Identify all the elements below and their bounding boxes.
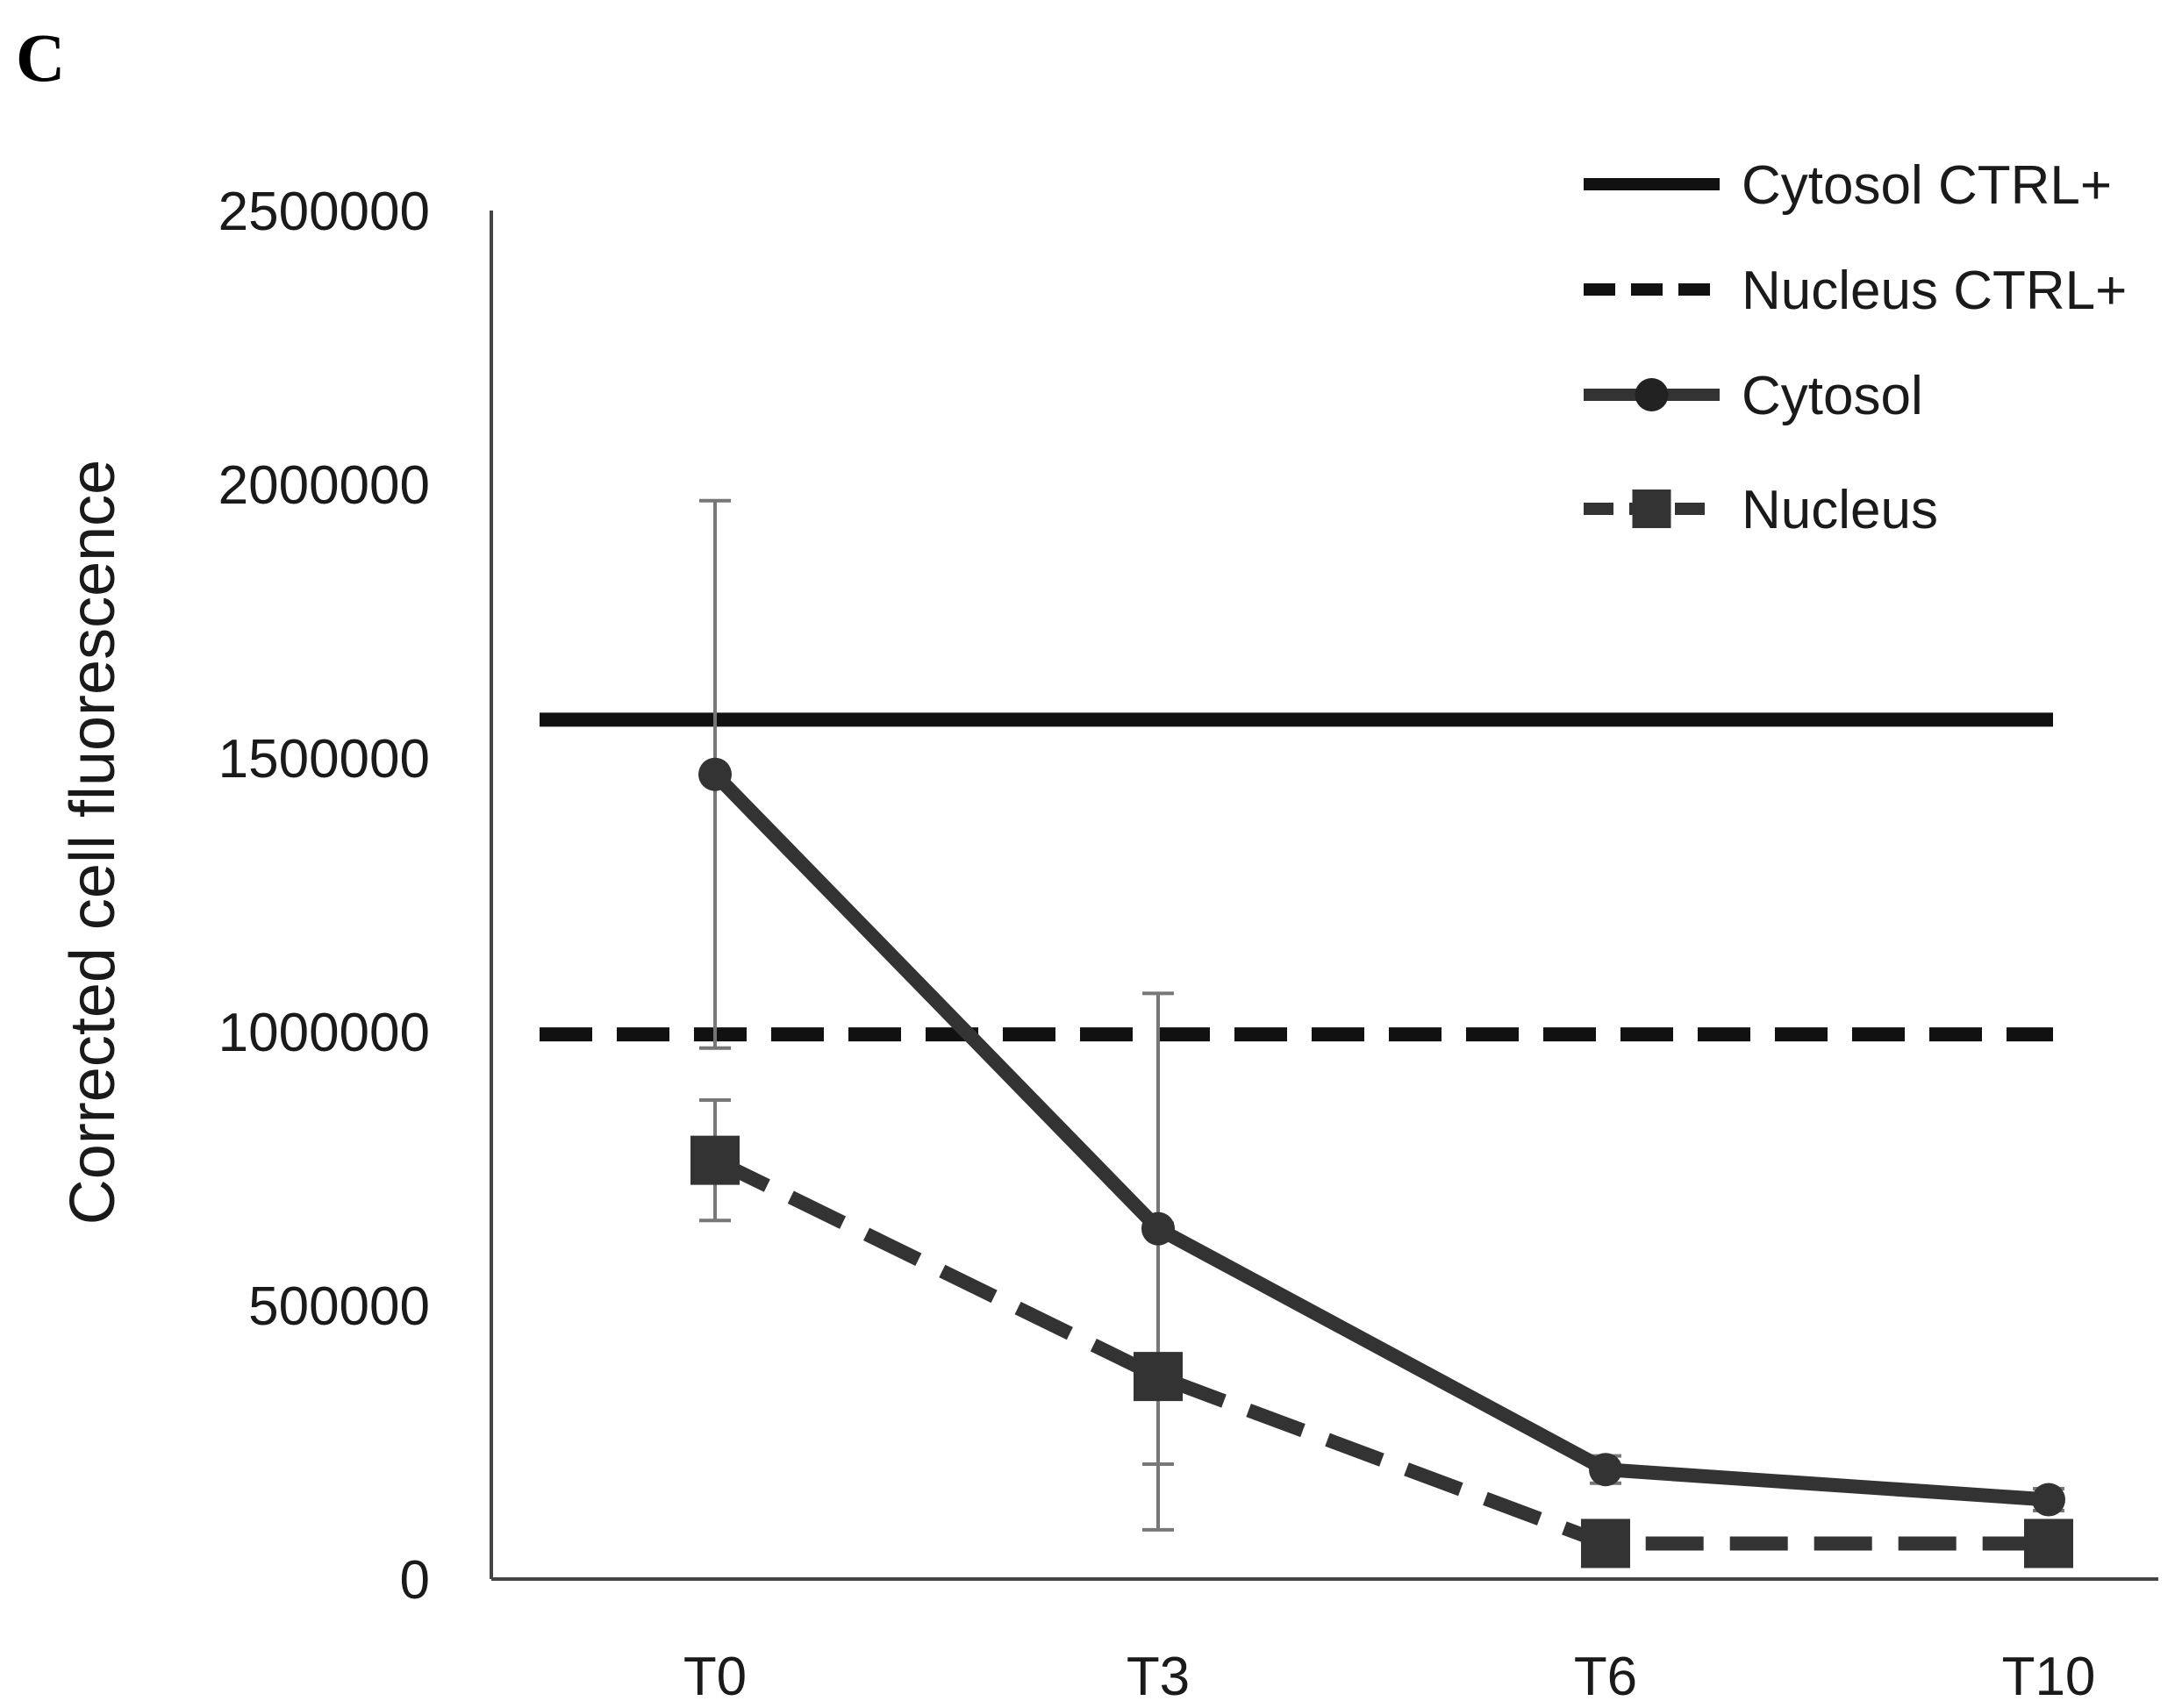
legend-label: Nucleus CTRL+ (1742, 261, 2127, 321)
legend-label: Nucleus (1742, 480, 1938, 540)
legend: Cytosol CTRL+ Nucleus CTRL+ Cytosol Nucleus (1584, 155, 2127, 540)
markers (690, 757, 2073, 1569)
y-tick-label: 0 (400, 1550, 430, 1611)
series-line-cytosol (710, 769, 2050, 1507)
legend-label: Cytosol (1742, 366, 1923, 426)
reference-lines (540, 712, 2053, 1042)
y-tick-label: 500000 (248, 1276, 430, 1337)
y-ticks: 0 500000 1000000 1500000 2000000 2500000 (218, 182, 430, 1611)
x-tick-label: T10 (2002, 1647, 2096, 1707)
axes (490, 211, 2158, 1581)
x-tick-label: T0 (683, 1647, 747, 1707)
data-point-cytosol (1589, 1453, 1622, 1487)
y-tick-label: 2500000 (218, 182, 430, 242)
data-point-nucleus (1581, 1519, 1630, 1569)
y-tick-label: 1000000 (218, 1003, 430, 1063)
x-tick-label: T3 (1127, 1647, 1190, 1707)
y-axis-title: Corrected cell fluorescence (58, 460, 128, 1225)
legend-label: Cytosol CTRL+ (1742, 155, 2112, 216)
y-tick-label: 1500000 (218, 729, 430, 790)
data-point-cytosol (1141, 1211, 1175, 1246)
legend-marker (1635, 378, 1669, 411)
series-line-nucleus (712, 1154, 2049, 1551)
x-tick-label: T6 (1574, 1647, 1637, 1707)
data-point-cytosol (2032, 1483, 2065, 1517)
data-point-cytosol (698, 757, 732, 791)
data-point-nucleus (690, 1135, 740, 1185)
series-lines (710, 769, 2050, 1551)
y-tick-label: 2000000 (218, 455, 430, 516)
data-point-nucleus (2024, 1519, 2073, 1569)
x-ticks: T0 T3 T6 T10 (683, 1647, 2096, 1707)
panel-label: C (16, 19, 65, 96)
data-point-nucleus (1134, 1352, 1183, 1402)
legend-marker (1632, 490, 1671, 528)
